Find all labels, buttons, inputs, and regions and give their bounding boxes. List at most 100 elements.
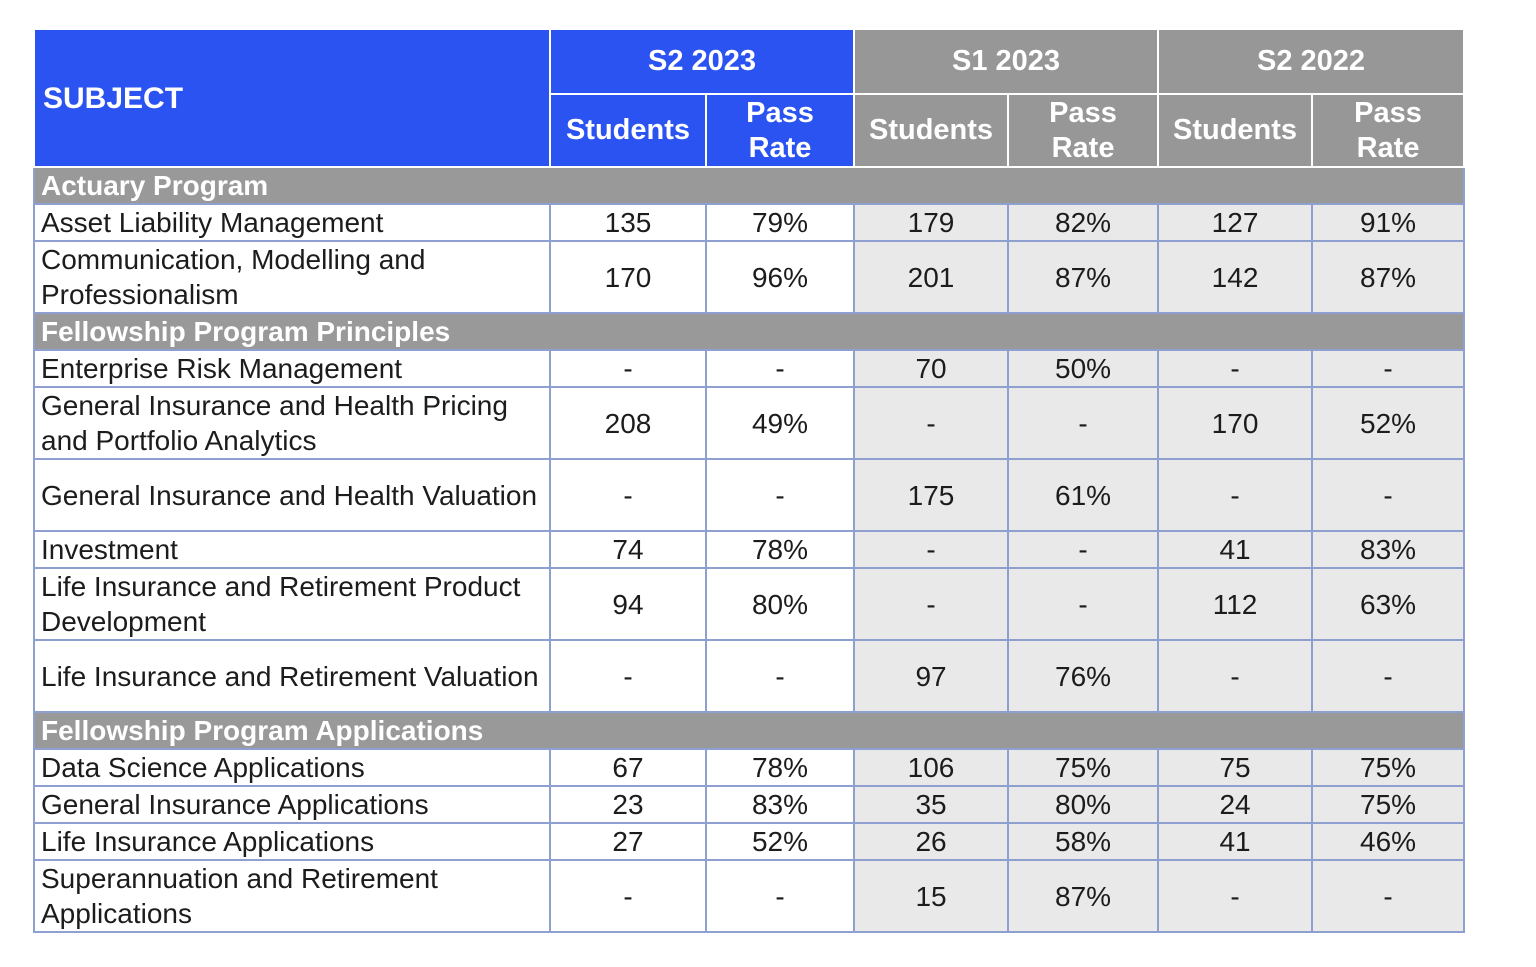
value-cell: 49%	[704, 386, 856, 460]
value-cell: 142	[1157, 240, 1314, 314]
header-row-metrics: Students Pass Rate Students Pass Rate St…	[34, 93, 1466, 168]
value-cell: -	[1311, 639, 1466, 713]
value-cell: 46%	[1311, 822, 1466, 861]
value-cell: 175	[853, 458, 1010, 532]
value-cell: 50%	[1007, 349, 1160, 388]
value-cell: 83%	[704, 785, 856, 824]
value-cell: 170	[549, 240, 707, 314]
row-general-insurance-health-pricing-portfolio-analytics: General Insurance and Health Pricing and…	[33, 386, 1466, 460]
value-cell: 127	[1157, 203, 1314, 242]
section-header-fellowship-program-applications: Fellowship Program Applications	[32, 711, 1466, 750]
value-cell: 78%	[704, 530, 856, 569]
subject-cell: Superannuation and Retirement Applicatio…	[33, 859, 551, 933]
value-cell: 87%	[1007, 240, 1160, 314]
row-investment: Investment 74 78% - - 41 83%	[33, 530, 1466, 569]
subject-cell: Enterprise Risk Management	[33, 349, 551, 388]
section-title: Fellowship Program Principles	[32, 312, 1466, 351]
row-general-insurance-applications: General Insurance Applications 23 83% 35…	[33, 785, 1466, 824]
value-cell: 63%	[1311, 567, 1466, 641]
pass-rate-header-s2-2023: Pass Rate	[704, 93, 856, 168]
value-cell: -	[1007, 530, 1160, 569]
value-cell: -	[704, 458, 856, 532]
value-cell: 75	[1157, 748, 1314, 787]
value-cell: -	[549, 639, 707, 713]
value-cell: 75%	[1311, 785, 1466, 824]
row-data-science-applications: Data Science Applications 67 78% 106 75%…	[33, 748, 1466, 787]
value-cell: 58%	[1007, 822, 1160, 861]
semester-header-s2-2023: S2 2023	[548, 28, 856, 95]
value-cell: 78%	[704, 748, 856, 787]
row-general-insurance-health-valuation: General Insurance and Health Valuation -…	[33, 458, 1466, 532]
value-cell: -	[1157, 458, 1314, 532]
value-cell: 75%	[1007, 748, 1160, 787]
semester-header-s1-2023: S1 2023	[853, 28, 1160, 95]
value-cell: 179	[853, 203, 1010, 242]
table-header: SUBJECT S2 2023 S1 2023 S2 2022 Students…	[33, 28, 1466, 168]
value-cell: 80%	[704, 567, 856, 641]
row-superannuation-retirement-applications: Superannuation and Retirement Applicatio…	[33, 859, 1466, 933]
value-cell: -	[853, 530, 1010, 569]
value-cell: -	[853, 567, 1010, 641]
row-life-insurance-retirement-product-development: Life Insurance and Retirement Product De…	[33, 567, 1466, 641]
row-asset-liability-management: Asset Liability Management 135 79% 179 8…	[33, 203, 1466, 242]
value-cell: -	[549, 349, 707, 388]
value-cell: 70	[853, 349, 1010, 388]
value-cell: 94	[549, 567, 707, 641]
subject-cell: Life Insurance and Retirement Valuation	[33, 639, 551, 713]
value-cell: 76%	[1007, 639, 1160, 713]
section-title: Fellowship Program Applications	[32, 711, 1466, 750]
section-title: Actuary Program	[32, 166, 1466, 205]
value-cell: 97	[853, 639, 1010, 713]
value-cell: 52%	[704, 822, 856, 861]
value-cell: 83%	[1311, 530, 1466, 569]
value-cell: 87%	[1007, 859, 1160, 933]
section-header-actuary-program: Actuary Program	[32, 166, 1466, 205]
header-row-semesters: SUBJECT S2 2023 S1 2023 S2 2022	[33, 28, 1466, 168]
row-communication-modelling-professionalism: Communication, Modelling and Professiona…	[33, 240, 1466, 314]
value-cell: 75%	[1311, 748, 1466, 787]
value-cell: -	[1007, 386, 1160, 460]
value-cell: 79%	[704, 203, 856, 242]
pass-rate-header-s1-2023: Pass Rate	[1007, 93, 1160, 168]
subject-cell: Asset Liability Management	[33, 203, 551, 242]
value-cell: 201	[853, 240, 1010, 314]
subject-cell: Life Insurance Applications	[33, 822, 551, 861]
row-enterprise-risk-management: Enterprise Risk Management - - 70 50% - …	[33, 349, 1466, 388]
row-life-insurance-applications: Life Insurance Applications 27 52% 26 58…	[33, 822, 1466, 861]
value-cell: 170	[1157, 386, 1314, 460]
value-cell: 96%	[704, 240, 856, 314]
value-cell: -	[704, 349, 856, 388]
subject-cell: Life Insurance and Retirement Product De…	[33, 567, 551, 641]
value-cell: -	[1157, 859, 1314, 933]
subject-cell: Communication, Modelling and Professiona…	[33, 240, 551, 314]
value-cell: -	[1311, 859, 1466, 933]
value-cell: 67	[549, 748, 707, 787]
value-cell: -	[1311, 349, 1466, 388]
students-header-s2-2023: Students	[549, 93, 707, 168]
subject-cell: Data Science Applications	[33, 748, 551, 787]
subject-cell: General Insurance Applications	[33, 785, 551, 824]
value-cell: -	[1157, 349, 1314, 388]
value-cell: 135	[549, 203, 707, 242]
value-cell: 112	[1157, 567, 1314, 641]
row-life-insurance-retirement-valuation: Life Insurance and Retirement Valuation …	[33, 639, 1466, 713]
value-cell: 23	[549, 785, 707, 824]
value-cell: 74	[549, 530, 707, 569]
value-cell: 87%	[1311, 240, 1466, 314]
value-cell: -	[853, 386, 1010, 460]
students-header-s1-2023: Students	[853, 93, 1010, 168]
value-cell: 41	[1157, 530, 1314, 569]
value-cell: -	[1311, 458, 1466, 532]
subject-cell: General Insurance and Health Pricing and…	[33, 386, 551, 460]
value-cell: 61%	[1007, 458, 1160, 532]
value-cell: 24	[1157, 785, 1314, 824]
value-cell: 15	[853, 859, 1010, 933]
subject-cell: Investment	[33, 530, 551, 569]
value-cell: 35	[853, 785, 1010, 824]
pass-rates-table-container: SUBJECT S2 2023 S1 2023 S2 2022 Students…	[32, 28, 1466, 933]
value-cell: -	[704, 859, 856, 933]
value-cell: -	[549, 458, 707, 532]
students-header-s2-2022: Students	[1157, 93, 1314, 168]
value-cell: 26	[853, 822, 1010, 861]
value-cell: -	[549, 859, 707, 933]
